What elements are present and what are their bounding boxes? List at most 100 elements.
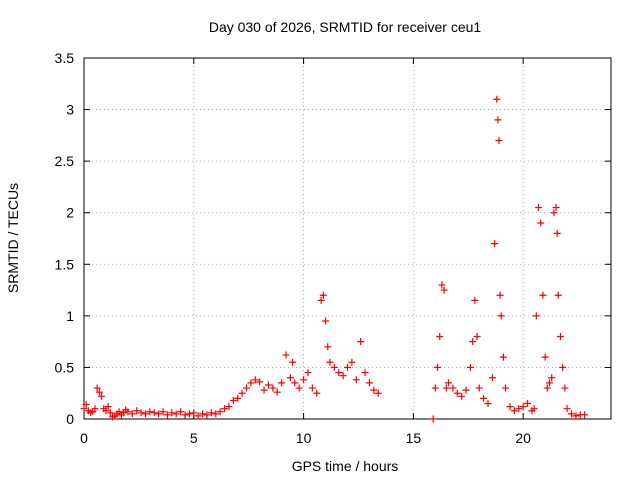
data-point bbox=[495, 137, 503, 145]
data-point bbox=[506, 403, 514, 411]
x-axis-label: GPS time / hours bbox=[292, 458, 399, 474]
data-point bbox=[93, 384, 101, 392]
data-point bbox=[370, 386, 378, 394]
y-tick-label: 1.5 bbox=[55, 256, 75, 272]
data-point bbox=[484, 400, 492, 408]
data-point bbox=[475, 384, 483, 392]
data-point bbox=[82, 401, 90, 409]
data-point bbox=[159, 408, 167, 416]
data-point bbox=[543, 384, 551, 392]
data-point bbox=[190, 409, 198, 417]
data-point bbox=[264, 381, 272, 389]
data-point bbox=[561, 384, 569, 392]
data-point bbox=[326, 358, 334, 366]
data-point bbox=[324, 343, 332, 351]
data-point bbox=[229, 396, 237, 404]
grid bbox=[84, 58, 611, 419]
data-point bbox=[365, 379, 373, 387]
data-point bbox=[150, 409, 158, 417]
data-point bbox=[553, 229, 561, 237]
data-point bbox=[339, 372, 347, 380]
y-tick-label: 1 bbox=[66, 308, 74, 324]
data-point bbox=[106, 409, 114, 417]
data-point bbox=[344, 363, 351, 371]
y-tick-label: 2.5 bbox=[55, 153, 75, 169]
data-point bbox=[530, 405, 538, 413]
data-point bbox=[438, 281, 446, 289]
y-axis-label: SRMTID / TECUs bbox=[5, 183, 21, 293]
data-point bbox=[535, 204, 543, 212]
data-point bbox=[234, 394, 242, 402]
data-point bbox=[300, 376, 308, 384]
data-point bbox=[247, 379, 255, 387]
data-point bbox=[556, 332, 564, 340]
plot-frame bbox=[83, 57, 612, 420]
data-point bbox=[493, 95, 501, 103]
data-points bbox=[80, 95, 589, 423]
data-point bbox=[155, 410, 163, 418]
data-point bbox=[499, 353, 507, 361]
data-point bbox=[473, 332, 481, 340]
data-point bbox=[449, 384, 457, 392]
data-point bbox=[313, 389, 321, 397]
data-point bbox=[91, 405, 99, 413]
data-point bbox=[550, 209, 558, 217]
data-point bbox=[471, 296, 479, 304]
x-tick-label: 5 bbox=[190, 430, 198, 446]
data-point bbox=[488, 374, 496, 382]
data-point bbox=[137, 409, 145, 417]
data-point bbox=[361, 369, 369, 377]
data-point bbox=[199, 410, 207, 418]
y-tick-label: 2 bbox=[66, 205, 74, 221]
data-point bbox=[436, 332, 444, 340]
data-point bbox=[242, 384, 250, 392]
data-point bbox=[335, 369, 343, 377]
data-point bbox=[494, 116, 502, 124]
data-point bbox=[330, 363, 338, 371]
data-point bbox=[225, 403, 233, 411]
data-point bbox=[539, 291, 547, 299]
data-point bbox=[177, 408, 185, 416]
data-point bbox=[322, 317, 330, 325]
data-point bbox=[352, 376, 360, 384]
y-tick-label: 0 bbox=[66, 411, 74, 427]
data-point bbox=[554, 291, 562, 299]
data-point bbox=[282, 351, 290, 359]
data-point bbox=[141, 410, 149, 418]
data-point bbox=[308, 384, 316, 392]
data-point bbox=[185, 410, 193, 418]
data-point bbox=[537, 219, 545, 227]
data-point bbox=[194, 412, 202, 420]
data-point bbox=[440, 286, 448, 294]
data-point bbox=[348, 358, 356, 366]
data-point bbox=[133, 407, 141, 415]
data-point bbox=[496, 291, 504, 299]
data-point bbox=[212, 410, 220, 418]
data-point bbox=[510, 407, 518, 415]
data-point bbox=[256, 378, 264, 386]
data-point bbox=[260, 386, 268, 394]
data-point bbox=[98, 392, 106, 400]
data-point bbox=[104, 403, 112, 411]
data-point bbox=[548, 374, 556, 382]
data-point bbox=[445, 379, 453, 387]
x-tick-label: 10 bbox=[296, 430, 312, 446]
data-point bbox=[431, 384, 439, 392]
data-point bbox=[462, 386, 470, 394]
data-point bbox=[442, 384, 450, 392]
data-point bbox=[295, 384, 303, 392]
data-point bbox=[168, 409, 176, 417]
data-point bbox=[563, 405, 571, 413]
y-tick-label: 3 bbox=[66, 102, 74, 118]
data-point bbox=[207, 409, 215, 417]
data-point bbox=[203, 411, 211, 419]
data-point bbox=[497, 312, 505, 320]
data-point bbox=[304, 369, 312, 377]
x-tick-label: 15 bbox=[406, 430, 422, 446]
data-point bbox=[434, 363, 442, 371]
data-point bbox=[80, 405, 88, 413]
data-point bbox=[286, 374, 294, 382]
data-point bbox=[469, 338, 477, 346]
data-point bbox=[552, 204, 560, 212]
